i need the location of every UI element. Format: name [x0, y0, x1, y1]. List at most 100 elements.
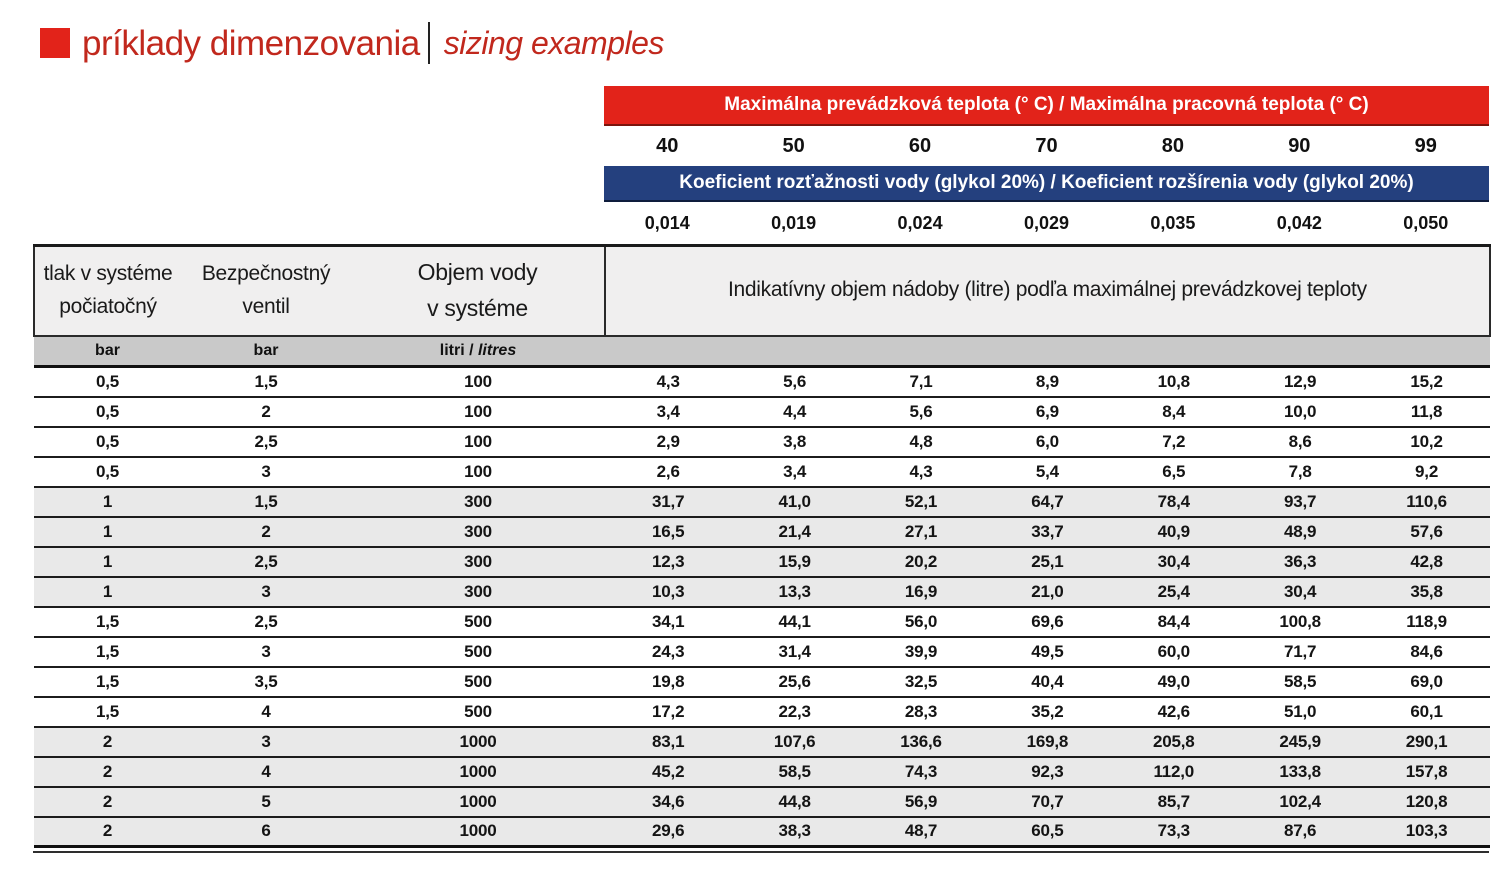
table-row: 1 3 300 10,3 13,3 16,9 21,0 25,4 30,4 35,8	[34, 576, 1490, 608]
table-cell: 118,9	[1363, 606, 1490, 638]
table-cell: 5,6	[731, 366, 858, 398]
unit-row: bar bar litri / litres	[34, 335, 1490, 368]
table-cell: 3	[181, 576, 351, 608]
table-row: 1 1,5 300 31,7 41,0 52,1 64,7 78,4 93,7 110,6	[34, 486, 1490, 518]
table-row: 2 5 1000 34,6 44,8 56,9 70,7 85,7 102,4 120,8	[34, 786, 1490, 818]
table-cell: 6,9	[984, 396, 1111, 428]
title-divider	[427, 22, 430, 64]
table-cell: 300	[351, 576, 605, 608]
table-cell: 15,2	[1363, 366, 1490, 398]
title-square-icon	[40, 28, 70, 58]
table-cell: 1	[34, 576, 181, 608]
header-water-volume: Objem vody v systéme	[351, 245, 605, 337]
table-cell: 112,0	[1110, 756, 1237, 788]
table-cell: 51,0	[1236, 696, 1364, 728]
table-cell: 36,3	[1236, 546, 1364, 578]
table-cell: 30,4	[1236, 576, 1364, 608]
table-cell: 56,0	[857, 606, 985, 638]
table-cell: 42,8	[1363, 546, 1490, 578]
table-cell: 245,9	[1236, 726, 1364, 758]
table-cell: 84,4	[1110, 606, 1237, 638]
table-cell: 1,5	[34, 696, 181, 728]
table-cell: 0,5	[34, 456, 181, 488]
table-cell: 2,5	[181, 426, 351, 458]
table-cell: 58,5	[731, 756, 858, 788]
table-cell: 39,9	[857, 636, 985, 668]
table-cell: 8,6	[1236, 426, 1364, 458]
table-cell: 500	[351, 606, 605, 638]
header-line: Bezpečnostný	[201, 262, 331, 286]
table-cell: 4,8	[857, 426, 985, 458]
table-row: 2 3 1000 83,1 107,6 136,6 169,8 205,8 245,9 290,1	[34, 726, 1490, 758]
table-cell: 4	[181, 756, 351, 788]
table-cell: 3	[181, 726, 351, 758]
table-cell: 25,4	[1110, 576, 1237, 608]
table-cell: 48,7	[857, 816, 985, 848]
table-cell: 102,4	[1236, 786, 1364, 818]
table-cell: 60,5	[984, 816, 1111, 848]
table-cell: 34,1	[605, 606, 732, 638]
table-cell: 10,3	[605, 576, 732, 608]
table-cell: 100	[351, 456, 605, 488]
table-cell: 85,7	[1110, 786, 1237, 818]
table-cell: 40,4	[984, 666, 1111, 698]
table-cell: 49,0	[1110, 666, 1237, 698]
table-cell: 69,6	[984, 606, 1111, 638]
table-cell: 8,4	[1110, 396, 1237, 428]
expansion-coefficient-header: Koeficient rozťažnosti vody (glykol 20%)…	[604, 166, 1489, 202]
table-cell: 2	[181, 516, 351, 548]
table-cell: 6	[181, 816, 351, 848]
header-line: počiatočný	[59, 294, 157, 318]
column-header-row: tlak v systéme počiatočný Bezpečnostný v…	[33, 245, 1491, 337]
table-cell: 4,3	[605, 366, 732, 398]
coefficient-value: 0,035	[1150, 212, 1196, 233]
table-cell: 2	[34, 816, 181, 848]
table-cell: 1,5	[34, 636, 181, 668]
table-cell: 1,5	[181, 366, 351, 398]
table-row: 0,5 2 100 3,4 4,4 5,6 6,9 8,4 10,0 11,8	[34, 396, 1490, 428]
temperature-value: 70	[1035, 134, 1058, 157]
table-cell: 44,8	[731, 786, 858, 818]
table-cell: 107,6	[731, 726, 858, 758]
table-cell: 74,3	[857, 756, 985, 788]
table-cell: 2,9	[605, 426, 732, 458]
table-cell: 1000	[351, 726, 605, 758]
temperature-value: 50	[782, 134, 805, 157]
table-cell: 42,6	[1110, 696, 1237, 728]
table-cell: 157,8	[1363, 756, 1490, 788]
table-cell: 52,1	[857, 486, 985, 518]
table-cell: 71,7	[1236, 636, 1364, 668]
table-cell: 12,3	[605, 546, 732, 578]
table-cell: 1000	[351, 756, 605, 788]
table-cell: 87,6	[1236, 816, 1364, 848]
header-line: v systéme	[427, 294, 528, 321]
table-cell: 33,7	[984, 516, 1111, 548]
table-cell: 34,6	[605, 786, 732, 818]
unit-litres: litri / litres	[351, 335, 605, 368]
table-row: 2 6 1000 29,6 38,3 48,7 60,5 73,3 87,6 103,3	[34, 816, 1490, 848]
table-cell: 31,7	[605, 486, 732, 518]
table-cell: 169,8	[984, 726, 1111, 758]
max-temperature-header: Maximálna prevádzková teplota (° C) / Ma…	[604, 86, 1489, 126]
table-cell: 60,1	[1363, 696, 1490, 728]
temperature-value: 40	[656, 134, 679, 157]
unit-empty	[605, 335, 1490, 368]
table-cell: 92,3	[984, 756, 1111, 788]
table-cell: 0,5	[34, 426, 181, 458]
coefficient-values-row: 0,014 0,019 0,024 0,029 0,035 0,042 0,05…	[604, 202, 1489, 244]
temperature-value: 80	[1161, 134, 1185, 157]
table-cell: 30,4	[1110, 546, 1237, 578]
table-cell: 56,9	[857, 786, 985, 818]
table-row: 1,5 2,5 500 34,1 44,1 56,0 69,6 84,4 100,8 118,9	[34, 606, 1490, 638]
table-cell: 49,5	[984, 636, 1111, 668]
table-cell: 24,3	[605, 636, 732, 668]
table-cell: 9,2	[1363, 456, 1490, 488]
table-cell: 5,4	[984, 456, 1111, 488]
table-cell: 1,5	[34, 666, 181, 698]
table-cell: 38,3	[731, 816, 858, 848]
table-cell: 103,3	[1363, 816, 1490, 848]
table-row: 0,5 3 100 2,6 3,4 4,3 5,4 6,5 7,8 9,2	[34, 456, 1490, 488]
table-cell: 2,5	[181, 606, 351, 638]
table-cell: 3	[181, 636, 351, 668]
